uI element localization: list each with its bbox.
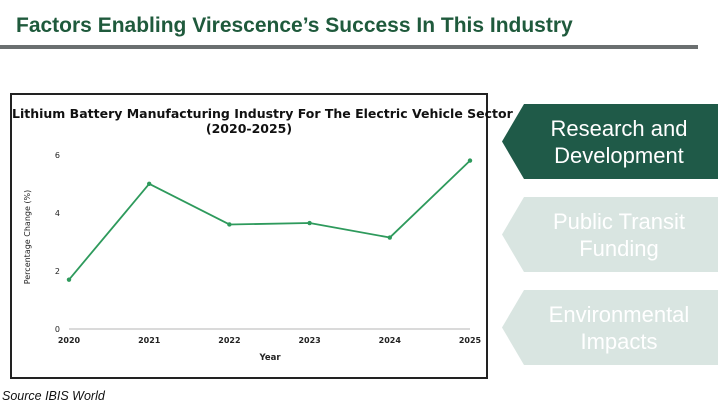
- x-tick-label: 2023: [298, 336, 320, 345]
- title-divider: [0, 45, 698, 49]
- line-chart: 0 2 4 6 2020 2021 2022 2023 2024 2025 Percentage …: [23, 151, 482, 363]
- data-point: [227, 222, 232, 227]
- y-tick-label: 6: [55, 151, 60, 160]
- x-axis-label: Year: [258, 353, 281, 363]
- y-tick-label: 2: [55, 267, 60, 276]
- chart-panel: Lithium Battery Manufacturing Industry F…: [10, 93, 513, 379]
- x-tick-label: 2024: [379, 336, 402, 345]
- factor-chevron-environment[interactable]: Environmental Impacts: [502, 290, 718, 365]
- source-note: Source IBIS World: [2, 389, 105, 403]
- factor-label: Public Transit Funding: [552, 208, 686, 261]
- data-point: [66, 277, 72, 282]
- data-point: [307, 220, 312, 226]
- chart-title-line-1: Lithium Battery Manufacturing Industry F…: [12, 106, 513, 121]
- data-point: [467, 158, 473, 163]
- data-point: [387, 235, 392, 240]
- factor-chevron-transit[interactable]: Public Transit Funding: [502, 197, 718, 272]
- factor-chevron-research[interactable]: Research and Development: [502, 104, 718, 179]
- x-tick-label: 2020: [58, 336, 81, 345]
- chart-title-line-2: (2020-2025): [205, 121, 293, 136]
- x-tick-label: 2022: [218, 336, 240, 345]
- series-line: [68, 159, 471, 281]
- data-point: [147, 181, 152, 187]
- x-tick-label: 2021: [138, 336, 161, 345]
- x-tick-label: 2025: [459, 336, 482, 345]
- factor-label: Environmental Impacts: [548, 301, 690, 354]
- factor-label: Research and Development: [550, 115, 688, 168]
- y-tick-label: 4: [55, 209, 60, 218]
- y-tick-label: 0: [55, 325, 60, 334]
- slide-title: Factors Enabling Virescence’s Success In…: [16, 14, 573, 37]
- y-axis-label: Percentage Change (%): [23, 190, 32, 285]
